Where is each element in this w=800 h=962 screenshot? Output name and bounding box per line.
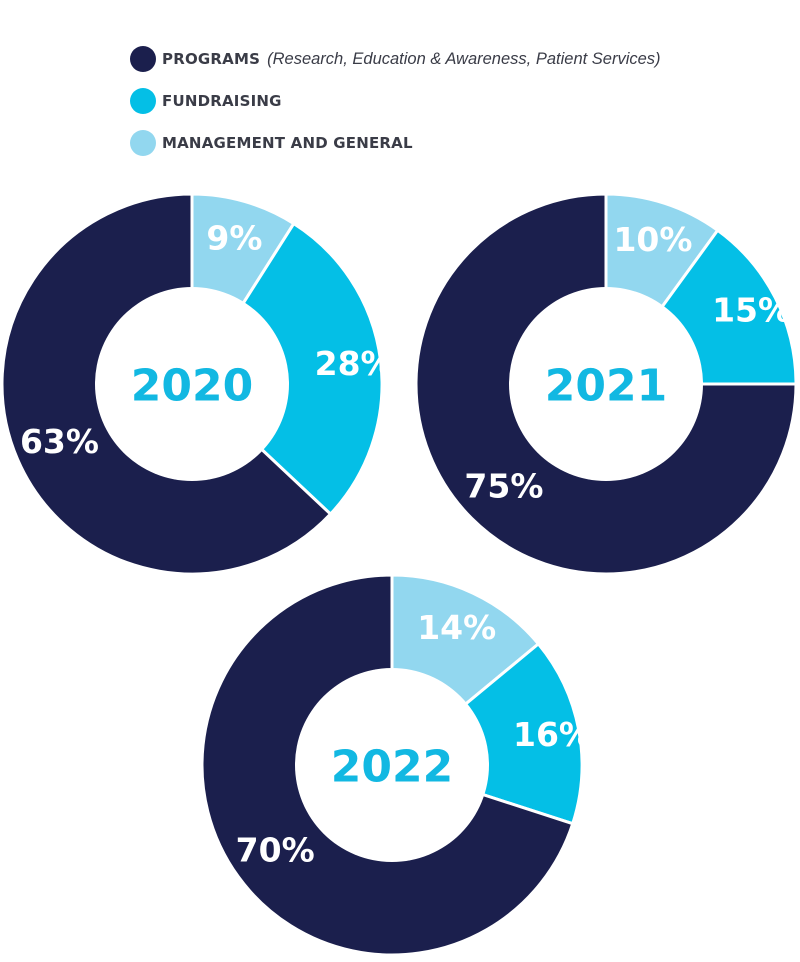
donut-hole — [295, 668, 489, 862]
year-label: 2022 — [331, 742, 453, 793]
legend-item-management: MANAGEMENT AND GENERAL — [130, 126, 661, 160]
slice-label: 15% — [712, 290, 791, 329]
slice-label: 16% — [513, 715, 592, 754]
legend-swatch-management — [130, 130, 156, 156]
slice-label: 14% — [417, 608, 496, 647]
slice-label: 9% — [206, 219, 262, 258]
legend-item-fundraising: FUNDRAISING — [130, 84, 661, 118]
slice-label: 63% — [20, 422, 99, 461]
legend-swatch-fundraising — [130, 88, 156, 114]
donut-chart-2022: 14% 16% 70% 2022 — [200, 573, 592, 957]
donut-hole — [95, 287, 289, 481]
legend-swatch-programs — [130, 46, 156, 72]
legend-note-programs: (Research, Education & Awareness, Patien… — [267, 49, 661, 68]
donut-hole — [509, 287, 703, 481]
legend-label-programs: PROGRAMS — [162, 50, 261, 68]
year-label: 2020 — [131, 361, 253, 412]
legend-item-programs: PROGRAMS (Research, Education & Awarenes… — [130, 42, 661, 76]
slice-label: 70% — [236, 830, 315, 869]
donut-chart-2021: 10% 15% 75% 2021 — [414, 192, 798, 576]
legend-label-management: MANAGEMENT AND GENERAL — [162, 134, 413, 152]
slice-label: 10% — [613, 220, 692, 259]
slice-label: 28% — [315, 344, 394, 383]
slice-label: 75% — [464, 467, 543, 506]
donut-chart-2020: 9% 28% 63% 2020 — [0, 192, 394, 576]
legend: PROGRAMS (Research, Education & Awarenes… — [130, 42, 661, 168]
legend-label-fundraising: FUNDRAISING — [162, 92, 282, 110]
year-label: 2021 — [545, 361, 667, 412]
